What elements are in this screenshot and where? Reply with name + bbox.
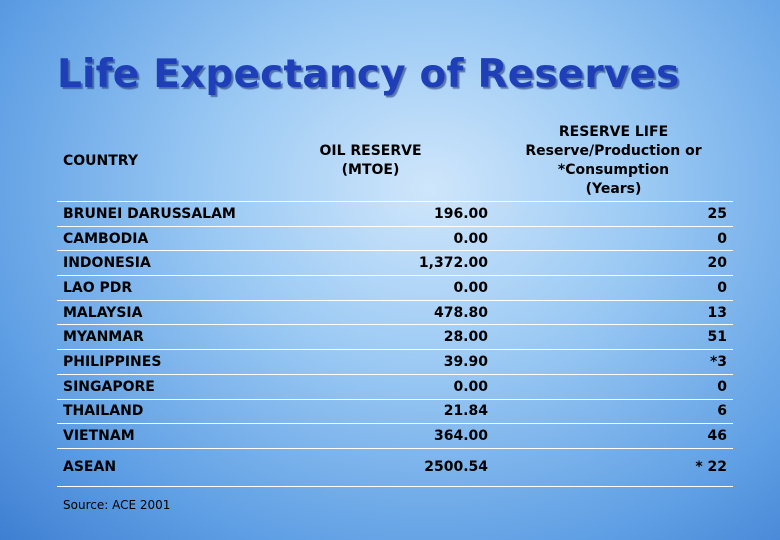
header-oil-reserve-line: OIL RESERVE bbox=[319, 143, 422, 159]
total-oil-reserve-cell: 2500.54 bbox=[247, 448, 494, 487]
total-country-cell: ASEAN bbox=[57, 448, 247, 487]
country-cell: SINGAPORE bbox=[57, 374, 247, 400]
header-oil-reserve-line: (MTOE) bbox=[341, 162, 400, 178]
oil-reserve-cell: 28.00 bbox=[247, 324, 494, 351]
reserve-life-cell: 6 bbox=[494, 399, 733, 425]
country-cell: THAILAND bbox=[57, 399, 247, 425]
table-row: INDONESIA 1,372.00 20 bbox=[57, 250, 733, 277]
reserve-life-cell: 25 bbox=[494, 201, 733, 227]
oil-reserve-cell: 196.00 bbox=[247, 201, 494, 227]
country-cell: LAO PDR bbox=[57, 275, 247, 301]
oil-reserve-cell: 0.00 bbox=[247, 226, 494, 252]
country-cell: CAMBODIA bbox=[57, 226, 247, 252]
reserve-life-cell: 51 bbox=[494, 324, 733, 351]
reserve-life-cell: 0 bbox=[494, 275, 733, 301]
header-reserve-life-line: Reserve/Production or bbox=[525, 143, 702, 159]
source-note: Source: ACE 2001 bbox=[63, 498, 171, 512]
reserve-life-cell: 0 bbox=[494, 226, 733, 252]
reserve-life-cell: 46 bbox=[494, 423, 733, 449]
table-header-row: COUNTRY OIL RESERVE (MTOE) RESERVE LIFE … bbox=[57, 121, 733, 202]
reserve-life-cell: 20 bbox=[494, 250, 733, 277]
reserve-life-cell: *3 bbox=[494, 349, 733, 375]
oil-reserve-cell: 39.90 bbox=[247, 349, 494, 375]
oil-reserve-cell: 0.00 bbox=[247, 374, 494, 400]
country-cell: PHILIPPINES bbox=[57, 349, 247, 375]
country-cell: INDONESIA bbox=[57, 250, 247, 277]
table-row: CAMBODIA 0.00 0 bbox=[57, 226, 733, 252]
table-row: PHILIPPINES 39.90 *3 bbox=[57, 349, 733, 375]
oil-reserve-cell: 364.00 bbox=[247, 423, 494, 449]
oil-reserve-cell: 21.84 bbox=[247, 399, 494, 425]
header-oil-reserve: OIL RESERVE (MTOE) bbox=[247, 121, 494, 202]
table-row: SINGAPORE 0.00 0 bbox=[57, 374, 733, 400]
country-cell: MYANMAR bbox=[57, 324, 247, 351]
oil-reserve-cell: 0.00 bbox=[247, 275, 494, 301]
reserve-life-cell: 0 bbox=[494, 374, 733, 400]
table-row: THAILAND 21.84 6 bbox=[57, 399, 733, 425]
country-cell: BRUNEI DARUSSALAM bbox=[57, 201, 247, 227]
country-cell: MALAYSIA bbox=[57, 300, 247, 326]
table-row: LAO PDR 0.00 0 bbox=[57, 275, 733, 301]
header-reserve-life-line: RESERVE LIFE bbox=[558, 124, 669, 140]
page-title: Life Expectancy of Reserves bbox=[57, 52, 680, 97]
reserves-table: COUNTRY OIL RESERVE (MTOE) RESERVE LIFE … bbox=[57, 121, 733, 487]
header-reserve-life: RESERVE LIFE Reserve/Production or *Cons… bbox=[494, 121, 733, 202]
table-row: MYANMAR 28.00 51 bbox=[57, 324, 733, 351]
oil-reserve-cell: 1,372.00 bbox=[247, 250, 494, 277]
total-row: ASEAN 2500.54 * 22 bbox=[57, 448, 733, 487]
table-row: MALAYSIA 478.80 13 bbox=[57, 300, 733, 326]
country-cell: VIETNAM bbox=[57, 423, 247, 449]
header-country: COUNTRY bbox=[57, 121, 247, 202]
table-row: BRUNEI DARUSSALAM 196.00 25 bbox=[57, 201, 733, 227]
oil-reserve-cell: 478.80 bbox=[247, 300, 494, 326]
total-reserve-life-cell: * 22 bbox=[494, 448, 733, 487]
header-reserve-life-line: *Consumption bbox=[557, 162, 670, 178]
reserve-life-cell: 13 bbox=[494, 300, 733, 326]
header-reserve-life-line: (Years) bbox=[585, 181, 642, 197]
table-row: VIETNAM 364.00 46 bbox=[57, 423, 733, 449]
